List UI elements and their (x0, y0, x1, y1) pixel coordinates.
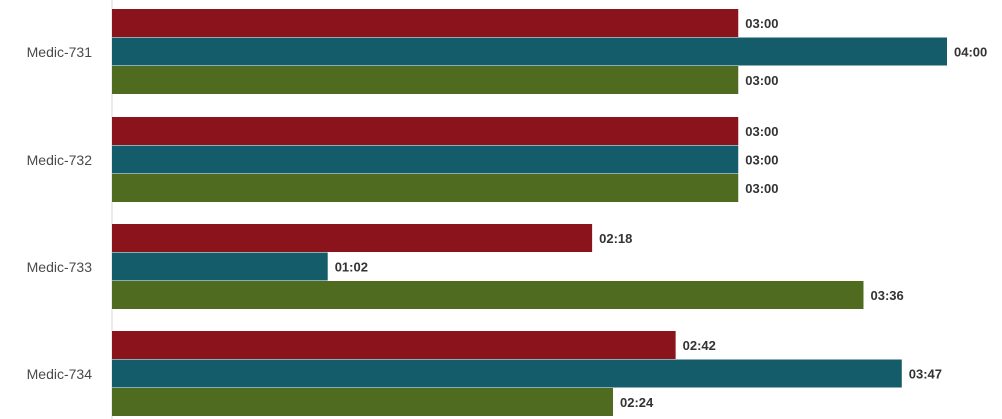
data-label: 02:24 (620, 395, 654, 410)
data-label: 03:00 (745, 73, 778, 88)
category-labels-group: Medic-731 Medic-732 Medic-733 Medic-734 (27, 44, 93, 382)
bar (112, 388, 613, 416)
bar (112, 224, 593, 252)
bar (112, 9, 739, 37)
data-label: 03:47 (909, 367, 942, 382)
bar (112, 359, 902, 388)
data-label: 01:02 (335, 260, 368, 275)
bar (112, 331, 676, 359)
category-label: Medic-731 (27, 44, 93, 60)
data-label: 03:36 (871, 288, 904, 303)
category-label: Medic-732 (27, 152, 93, 168)
value-labels-group: 03:00 04:00 03:00 03:00 03:00 03:00 02:18 01:02… (335, 16, 988, 410)
category-label: Medic-734 (27, 366, 93, 382)
data-label: 03:00 (745, 181, 778, 196)
data-label: 03:00 (745, 16, 778, 31)
bar (112, 66, 739, 94)
data-label: 02:42 (683, 338, 716, 353)
data-label: 03:00 (745, 153, 778, 168)
data-label: 02:18 (599, 231, 632, 246)
bars-group (112, 9, 947, 416)
bar (112, 174, 739, 202)
bar (112, 252, 328, 281)
data-label: 03:00 (745, 124, 778, 139)
bar (112, 145, 739, 174)
bar (112, 281, 864, 309)
bar (112, 37, 947, 66)
category-label: Medic-733 (27, 259, 93, 275)
bar (112, 117, 739, 145)
data-label: 04:00 (954, 45, 987, 60)
